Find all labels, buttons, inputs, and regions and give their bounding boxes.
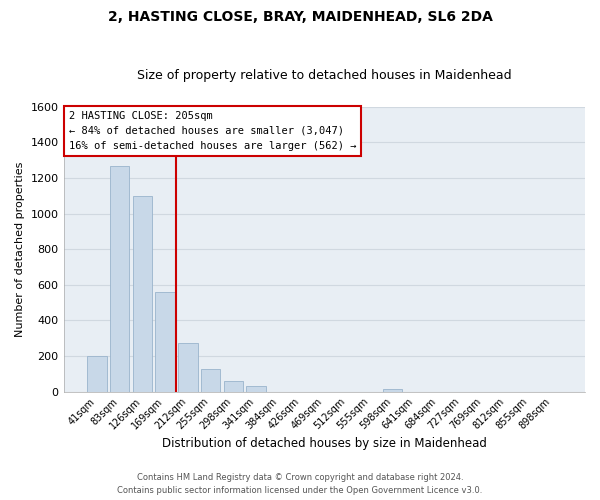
Bar — [247, 386, 266, 392]
X-axis label: Distribution of detached houses by size in Maidenhead: Distribution of detached houses by size … — [162, 437, 487, 450]
Text: 2, HASTING CLOSE, BRAY, MAIDENHEAD, SL6 2DA: 2, HASTING CLOSE, BRAY, MAIDENHEAD, SL6 … — [107, 10, 493, 24]
Text: 2 HASTING CLOSE: 205sqm
← 84% of detached houses are smaller (3,047)
16% of semi: 2 HASTING CLOSE: 205sqm ← 84% of detache… — [69, 111, 356, 150]
Bar — [110, 166, 130, 392]
Bar — [155, 292, 175, 392]
Bar — [87, 356, 107, 392]
Bar — [201, 370, 220, 392]
Bar — [133, 196, 152, 392]
Bar — [224, 380, 243, 392]
Bar — [178, 342, 197, 392]
Title: Size of property relative to detached houses in Maidenhead: Size of property relative to detached ho… — [137, 69, 512, 82]
Bar — [383, 389, 402, 392]
Y-axis label: Number of detached properties: Number of detached properties — [15, 162, 25, 337]
Text: Contains HM Land Registry data © Crown copyright and database right 2024.
Contai: Contains HM Land Registry data © Crown c… — [118, 474, 482, 495]
